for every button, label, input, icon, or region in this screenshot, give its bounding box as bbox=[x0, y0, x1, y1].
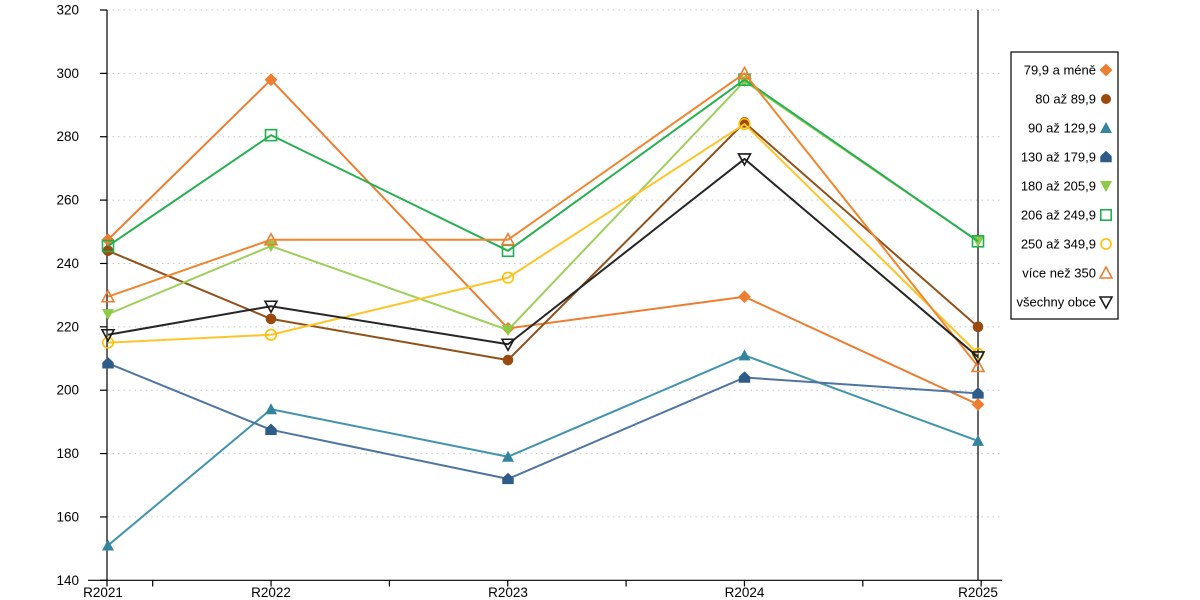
y-tick-label: 160 bbox=[56, 509, 79, 524]
legend-box bbox=[1010, 51, 1119, 320]
y-tick-label: 280 bbox=[56, 129, 79, 144]
data-point-marker bbox=[102, 309, 114, 321]
series-line bbox=[107, 78, 979, 252]
series-line bbox=[107, 80, 979, 332]
legend-marker-icon bbox=[1098, 296, 1114, 310]
y-tick-label: 320 bbox=[56, 3, 79, 18]
y-tick-label: 140 bbox=[56, 573, 79, 588]
data-point-marker bbox=[265, 241, 277, 253]
legend-item: 250 až 349,9 bbox=[1021, 237, 1112, 252]
data-point-marker bbox=[502, 325, 514, 337]
x-axis-labels: R2021 R2022 R2023 R2024 R2025 bbox=[83, 585, 998, 600]
series-line bbox=[107, 123, 979, 355]
series-2 bbox=[102, 349, 984, 551]
legend-label: 90 až 129,9 bbox=[1028, 121, 1096, 136]
data-point-marker bbox=[263, 300, 279, 314]
data-point-marker bbox=[972, 387, 984, 399]
legend-label: více než 350 bbox=[1022, 266, 1096, 281]
legend-label: 130 až 179,9 bbox=[1021, 150, 1096, 165]
data-point-marker bbox=[737, 65, 752, 80]
series-line bbox=[107, 72, 979, 368]
x-tick-label: R2022 bbox=[251, 585, 291, 600]
data-point-marker bbox=[970, 358, 986, 373]
y-tick-label: 200 bbox=[56, 383, 79, 398]
data-point-marker bbox=[102, 357, 114, 369]
legend-marker-icon bbox=[1098, 265, 1114, 279]
legend-label: 250 až 349,9 bbox=[1021, 237, 1096, 252]
legend-item: 206 až 249,9 bbox=[1021, 208, 1113, 223]
data-point-marker bbox=[972, 434, 984, 446]
legend-item: všechny obce bbox=[1017, 295, 1114, 310]
legend-item: 180 až 205,9 bbox=[1021, 179, 1112, 194]
legend-label: všechny obce bbox=[1017, 295, 1097, 310]
legend-label: 79,9 a méně bbox=[1024, 63, 1096, 78]
data-point-marker bbox=[970, 351, 986, 365]
data-point-marker bbox=[500, 232, 516, 246]
legend-marker-icon bbox=[1100, 150, 1112, 163]
data-point-marker bbox=[738, 349, 751, 361]
y-tick-label: 240 bbox=[56, 256, 79, 271]
legend-marker-icon bbox=[1100, 181, 1112, 192]
data-point-marker bbox=[264, 128, 278, 142]
legend-marker-icon bbox=[1100, 122, 1112, 133]
series-line bbox=[107, 78, 979, 406]
legend-label: 180 až 205,9 bbox=[1021, 179, 1096, 194]
series-8 bbox=[100, 153, 986, 365]
data-point-marker bbox=[971, 234, 985, 248]
data-point-marker bbox=[738, 371, 751, 383]
data-point-marker bbox=[501, 271, 515, 284]
data-point-marker bbox=[101, 233, 115, 247]
data-point-marker bbox=[502, 472, 514, 485]
legend-marker-icon bbox=[1099, 63, 1113, 77]
series-3 bbox=[102, 357, 984, 485]
x-tick-label: R2024 bbox=[725, 585, 765, 600]
data-point-marker bbox=[102, 539, 114, 551]
data-point-marker bbox=[100, 289, 116, 303]
x-tick-label: R2021 bbox=[83, 585, 123, 600]
data-point-marker bbox=[502, 354, 514, 366]
data-point-marker bbox=[738, 290, 751, 304]
series-0 bbox=[101, 73, 985, 411]
data-point-marker bbox=[101, 336, 115, 349]
legend-item: více než 350 bbox=[1022, 265, 1114, 281]
data-point-marker bbox=[265, 403, 277, 415]
y-axis-labels: 140 160 180 200 220 240 260 280 300 320 bbox=[56, 3, 79, 588]
legend-marker-icon bbox=[1100, 93, 1112, 105]
legend-item: 130 až 179,9 bbox=[1021, 150, 1112, 165]
data-point-marker bbox=[972, 321, 984, 333]
legend-label: 206 až 249,9 bbox=[1021, 208, 1096, 223]
legend-label: 80 až 89,9 bbox=[1035, 92, 1096, 107]
series-line bbox=[107, 362, 979, 480]
x-tick-label: R2025 bbox=[958, 585, 998, 600]
data-point-marker bbox=[264, 73, 278, 87]
data-point-marker bbox=[100, 328, 116, 343]
data-point-marker bbox=[738, 117, 751, 131]
x-tick-label: R2023 bbox=[488, 585, 528, 600]
data-point-marker bbox=[264, 328, 278, 341]
legend-marker-icon bbox=[1100, 238, 1112, 250]
data-point-marker bbox=[500, 338, 516, 352]
legend-item: 90 až 129,9 bbox=[1028, 121, 1112, 136]
data-point-marker bbox=[737, 153, 752, 167]
legend-item: 79,9 a méně bbox=[1024, 63, 1113, 78]
axes bbox=[88, 9, 1002, 587]
data-point-marker bbox=[101, 239, 115, 253]
y-tick-label: 300 bbox=[56, 66, 79, 81]
data-point-marker bbox=[502, 450, 514, 462]
series-line bbox=[107, 157, 979, 358]
y-tick-label: 260 bbox=[56, 193, 79, 208]
data-point-marker bbox=[263, 232, 279, 246]
legend: 79,9 a méně 80 až 89,9 90 až 129,9 130 až 1… bbox=[1010, 51, 1119, 320]
data-point-marker bbox=[265, 313, 277, 325]
legend-item: 80 až 89,9 bbox=[1035, 92, 1112, 107]
gridlines bbox=[107, 9, 1002, 518]
data-point-marker bbox=[971, 398, 985, 411]
data-point-marker bbox=[265, 423, 277, 436]
legend-marker-icon bbox=[1099, 208, 1113, 222]
series-7 bbox=[100, 65, 986, 373]
y-tick-label: 180 bbox=[56, 446, 79, 461]
y-tick-label: 220 bbox=[56, 319, 79, 334]
